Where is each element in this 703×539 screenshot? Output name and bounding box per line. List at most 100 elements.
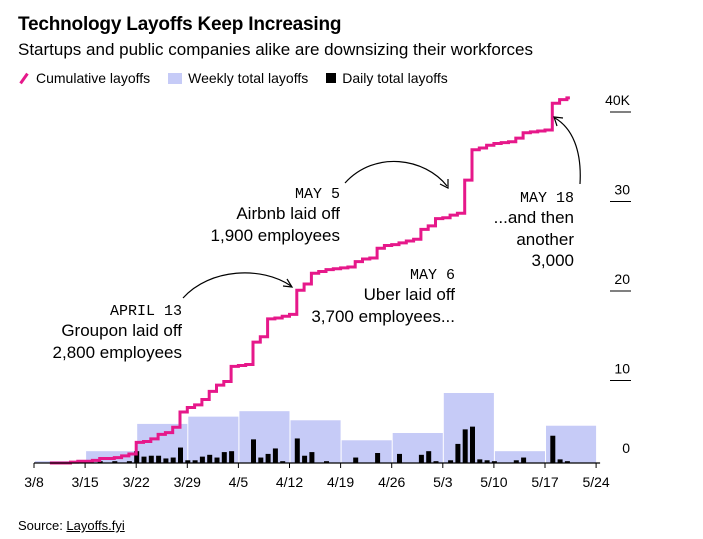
annotation-date-groupon: APRIL 13 <box>110 303 182 320</box>
annotation-text-airbnb-2: 1,900 employees <box>211 226 340 245</box>
daily-bar <box>484 460 490 463</box>
x-tick-label: 4/5 <box>229 474 249 490</box>
x-tick-label: 5/10 <box>480 474 507 490</box>
x-tick-label: 4/19 <box>327 474 354 490</box>
source-note: Source: Layoffs.fyi <box>18 518 125 533</box>
annotation-text-groupon-1: Groupon laid off <box>61 321 182 340</box>
y-tick-label: 10 <box>614 361 630 377</box>
x-tick-label: 3/8 <box>24 474 44 490</box>
annotation-arrowhead-may18 <box>553 116 564 127</box>
annotation-groupon: APRIL 13 Groupon laid off 2,800 employee… <box>53 272 294 362</box>
x-tick-label: 3/29 <box>174 474 201 490</box>
annotation-uber: MAY 6 Uber laid off 3,700 employees... <box>311 267 455 326</box>
legend-label-weekly: Weekly total layoffs <box>188 70 309 86</box>
daily-bars <box>68 426 570 463</box>
source-link[interactable]: Layoffs.fyi <box>66 518 125 533</box>
daily-bar <box>418 454 424 463</box>
daily-bar <box>148 455 154 463</box>
weekly-bar <box>443 393 494 463</box>
annotation-arrow-may18 <box>554 117 581 185</box>
legend-item-weekly: Weekly total layoffs <box>168 70 308 86</box>
daily-bar <box>433 461 439 463</box>
annotation-arrow-airbnb <box>344 160 448 187</box>
annotation-date-may18: MAY 18 <box>520 190 574 207</box>
annotation-text-uber-2: 3,700 employees... <box>311 307 455 326</box>
x-tick-label: 5/3 <box>433 474 453 490</box>
source-prefix: Source: <box>18 518 67 533</box>
legend: Cumulative layoffs Weekly total layoffs … <box>18 70 466 86</box>
annotation-airbnb: MAY 5 Airbnb laid off 1,900 employees <box>211 160 449 245</box>
daily-bar <box>251 439 256 463</box>
daily-bar <box>353 457 359 463</box>
weekly-bar <box>494 451 545 463</box>
daily-bar <box>134 451 140 463</box>
daily-bar <box>470 426 475 463</box>
daily-bar <box>550 435 556 463</box>
annotation-text-may18-3: 3,000 <box>531 251 574 270</box>
daily-bar-swatch <box>326 73 337 83</box>
annotation-text-may18-1: ...and then <box>494 208 574 227</box>
y-tick-label: 0 <box>622 440 630 456</box>
daily-bar <box>126 461 132 463</box>
legend-item-cumulative: Cumulative layoffs <box>18 70 150 86</box>
daily-bar <box>448 460 454 463</box>
daily-bar <box>178 447 183 463</box>
weekly-bar-swatch <box>168 72 183 84</box>
y-tick-label: 40K <box>605 92 631 108</box>
daily-bar <box>156 455 162 463</box>
daily-bar <box>324 461 329 463</box>
x-tick-label: 3/15 <box>71 474 98 490</box>
daily-bar <box>521 457 527 463</box>
annotation-may18: MAY 18 ...and then another 3,000 <box>494 116 581 270</box>
x-tick-label: 5/24 <box>582 474 609 490</box>
daily-bar <box>112 461 118 463</box>
daily-bar <box>185 460 191 463</box>
legend-item-daily: Daily total layoffs <box>326 70 448 86</box>
daily-bar <box>265 453 271 463</box>
y-tick-label: 20 <box>614 271 630 287</box>
daily-bar <box>513 460 519 463</box>
weekly-bars <box>35 393 597 463</box>
daily-bar <box>491 461 497 463</box>
daily-bar <box>302 455 308 463</box>
annotation-arrowhead-airbnb <box>439 179 449 189</box>
daily-bar <box>141 456 147 463</box>
daily-bar <box>375 453 381 463</box>
legend-label-daily: Daily total layoffs <box>342 70 448 86</box>
daily-bar <box>214 457 220 463</box>
daily-bar <box>309 452 315 463</box>
annotation-arrowhead-groupon <box>282 278 294 288</box>
annotation-date-airbnb: MAY 5 <box>295 186 340 203</box>
daily-bar <box>294 438 300 463</box>
daily-bar <box>426 451 432 463</box>
daily-bar <box>170 457 176 463</box>
annotation-text-groupon-2: 2,800 employees <box>53 343 182 362</box>
daily-bar <box>397 453 402 463</box>
chart-subtitle: Startups and public companies alike are … <box>18 40 533 59</box>
x-tick-label: 5/17 <box>531 474 558 490</box>
daily-bar <box>192 460 198 463</box>
weekly-bar <box>239 411 290 463</box>
annotation-text-may18-2: another <box>516 230 574 249</box>
x-tick-label: 4/26 <box>378 474 405 490</box>
x-tick-label: 3/22 <box>123 474 150 490</box>
daily-bar <box>462 429 468 463</box>
daily-bar <box>564 461 570 463</box>
daily-bar <box>97 461 103 463</box>
daily-bar <box>163 458 169 463</box>
weekly-bar <box>341 440 392 463</box>
x-tick-label: 4/12 <box>276 474 303 490</box>
daily-bar <box>280 461 286 463</box>
daily-bar <box>221 452 227 463</box>
daily-bar <box>272 448 278 463</box>
daily-bar <box>477 459 483 463</box>
daily-bar <box>455 443 461 463</box>
annotation-date-uber: MAY 6 <box>410 267 455 284</box>
y-tick-label: 30 <box>614 182 630 198</box>
annotation-text-uber-1: Uber laid off <box>364 285 456 304</box>
annotation-text-airbnb-1: Airbnb laid off <box>236 204 340 223</box>
daily-bar <box>207 454 213 463</box>
cumulative-line <box>49 96 570 465</box>
y-axis: 40K 30 20 10 0 <box>605 92 631 456</box>
